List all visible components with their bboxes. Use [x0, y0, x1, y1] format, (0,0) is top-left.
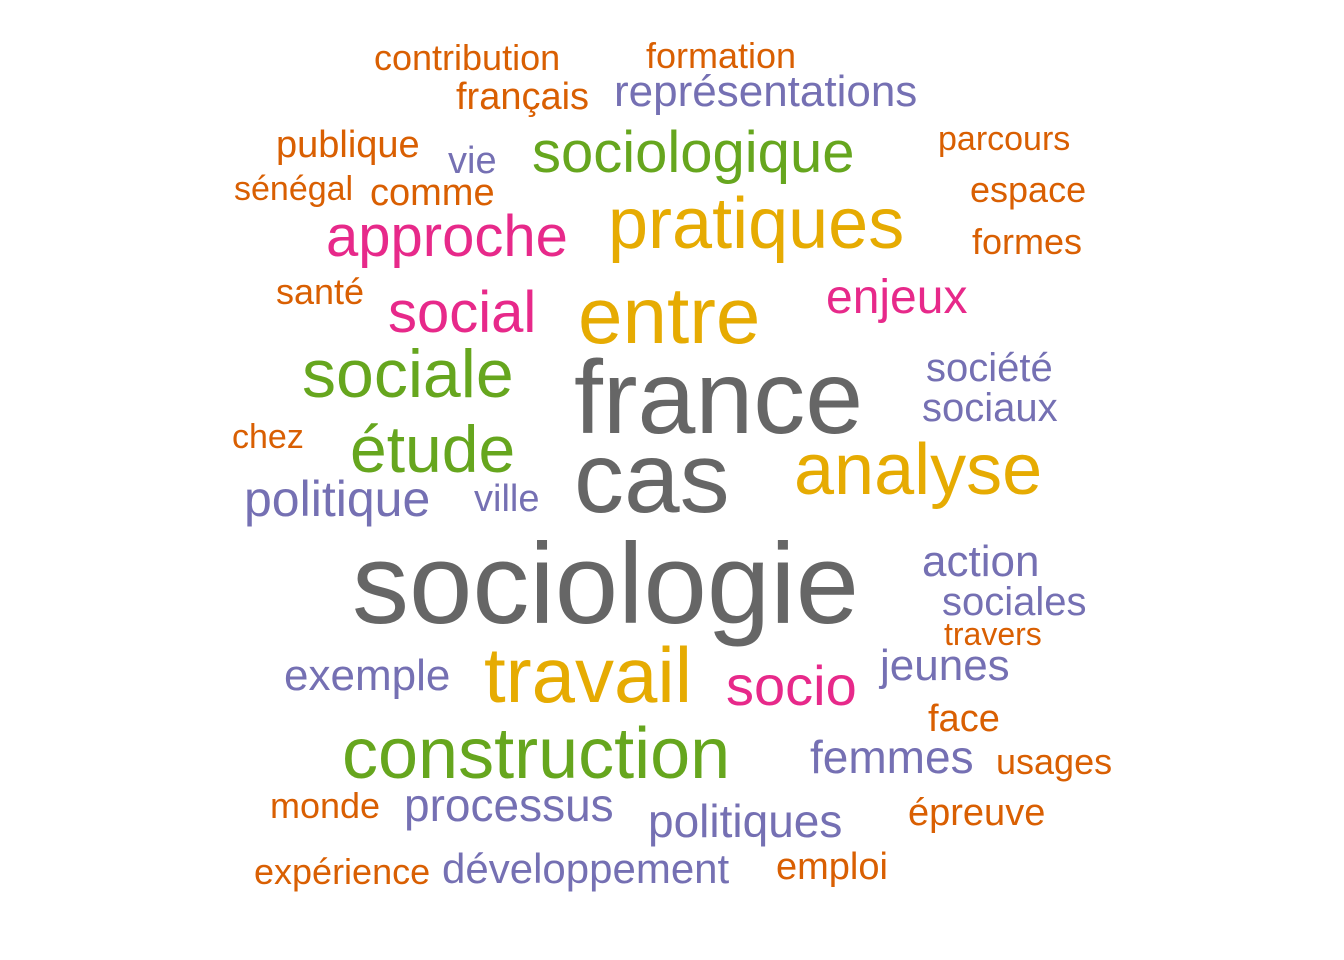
word-societe: société [926, 346, 1053, 390]
word-etude: étude [350, 412, 516, 486]
word-sante: santé [276, 271, 365, 312]
word-construction: construction [342, 714, 731, 794]
word-france: france [574, 340, 864, 456]
word-francais: français [456, 76, 590, 118]
word-sociales: sociales [942, 580, 1087, 624]
word-social: social [388, 280, 537, 345]
word-chez: chez [232, 418, 304, 456]
word-processus: processus [404, 779, 614, 831]
word-sociaux: sociaux [922, 386, 1058, 430]
word-pratiques: pratiques [608, 184, 905, 264]
word-enjeux: enjeux [826, 271, 968, 324]
word-developpement: développement [442, 845, 730, 892]
word-usages: usages [996, 741, 1113, 782]
word-analyse: analyse [794, 430, 1043, 510]
word-ville: ville [474, 478, 540, 520]
word-formes: formes [972, 221, 1083, 262]
word-sociologie: sociologie [352, 521, 859, 648]
word-action: action [922, 537, 1040, 586]
word-exemple: exemple [284, 651, 451, 700]
word-sociologique: sociologique [532, 120, 855, 185]
word-espace: espace [970, 169, 1087, 210]
word-jeunes: jeunes [880, 641, 1010, 690]
word-femmes: femmes [810, 731, 974, 783]
word-cas: cas [574, 422, 730, 534]
word-experience: expérience [254, 851, 431, 892]
word-comme: comme [370, 172, 495, 214]
word-face: face [928, 698, 1000, 740]
word-travail: travail [484, 631, 693, 719]
word-parcours: parcours [938, 120, 1071, 158]
word-formation: formation [646, 35, 797, 76]
word-entre: entre [578, 271, 761, 360]
word-representations: représentations [614, 67, 918, 116]
word-politique: politique [244, 471, 431, 527]
word-approche: approche [326, 204, 568, 269]
word-senegal: sénégal [234, 170, 354, 208]
word-epreuve: épreuve [908, 792, 1046, 834]
word-socio: socio [726, 654, 857, 717]
word-politiques: politiques [648, 795, 843, 847]
word-vie: vie [448, 140, 497, 182]
word-travers: travers [944, 616, 1042, 652]
word-emploi: emploi [776, 846, 888, 888]
word-contribution: contribution [374, 37, 561, 78]
word-sociale: sociale [302, 336, 514, 412]
word-publique: publique [276, 124, 420, 166]
word-monde: monde [270, 785, 381, 826]
